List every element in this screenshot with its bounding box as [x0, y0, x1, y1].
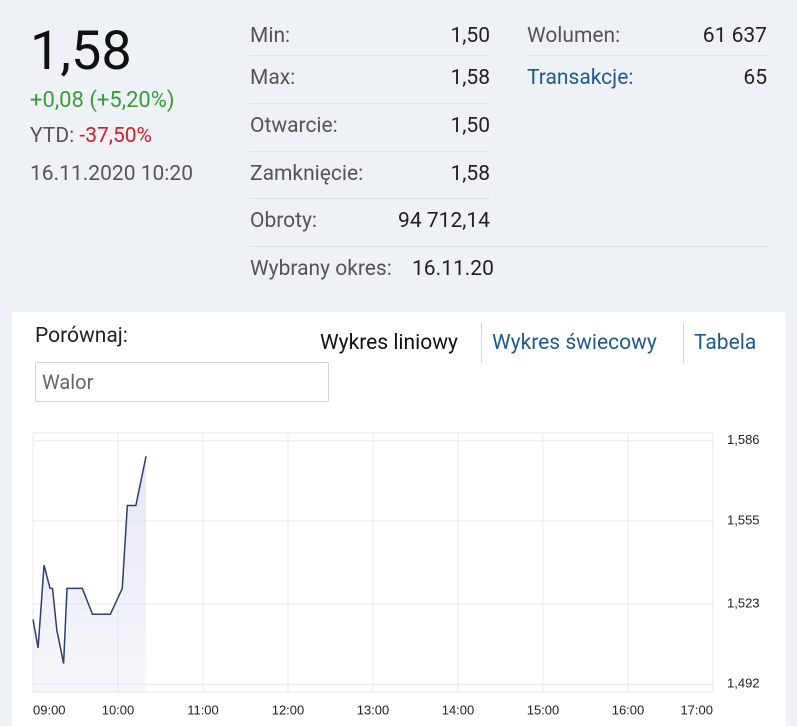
x-tick-label: 15:00: [527, 702, 560, 717]
side-value: 65: [743, 66, 767, 90]
price: 1,58: [30, 20, 132, 83]
line: [32, 456, 147, 664]
stat-label: Min:: [250, 24, 291, 48]
compare-label: Porównaj:: [35, 324, 128, 348]
period-value: 16.11.20: [412, 257, 494, 281]
x-tick-label: 12:00: [272, 702, 305, 717]
x-tick-label: 14:00: [442, 702, 475, 717]
stat-value: 94 712,14: [398, 209, 490, 233]
stat-label: Otwarcie:: [250, 114, 338, 138]
y-tick-label: 1,586: [727, 432, 760, 447]
x-tick-label: 13:00: [357, 702, 390, 717]
tab[interactable]: Tabela: [694, 331, 757, 355]
tab[interactable]: Wykres świecowy: [492, 331, 657, 355]
side-label: Transakcje:: [527, 66, 634, 90]
stat-value: 1,58: [450, 162, 490, 186]
x-tick-label: 11:00: [187, 702, 219, 717]
ytd: YTD: -37,50%: [30, 124, 152, 148]
datetime: 16.11.2020 10:20: [30, 162, 193, 186]
period-label: Wybrany okres:: [250, 257, 392, 281]
ytd-value: -37,50%: [79, 124, 152, 148]
stat-label: Obroty:: [250, 209, 318, 233]
side-value: 61 637: [702, 24, 767, 48]
y-tick-label: 1,492: [727, 676, 760, 691]
x-tick-label: 16:00: [612, 702, 645, 717]
stat-label: Max:: [250, 66, 296, 90]
change: +0,08 (+5,20%): [30, 88, 175, 113]
y-tick-label: 1,523: [727, 595, 760, 610]
ytd-label: YTD:: [30, 124, 75, 148]
x-tick-label: 10:00: [102, 702, 135, 717]
side-label: Wolumen:: [527, 24, 621, 48]
stat-value: 1,50: [450, 114, 490, 138]
placeholder: Walor: [42, 370, 94, 394]
stat-label: Zamknięcie:: [250, 162, 364, 186]
area: [33, 456, 147, 692]
x-tick-label: 09:00: [33, 702, 66, 717]
x-tick-label: 17:00: [680, 702, 713, 717]
stat-value: 1,58: [450, 66, 490, 90]
stat-value: 1,50: [450, 24, 490, 48]
tab[interactable]: Wykres liniowy: [320, 331, 458, 355]
y-tick-label: 1,555: [727, 512, 760, 527]
compare-input[interactable]: Walor: [35, 362, 329, 402]
